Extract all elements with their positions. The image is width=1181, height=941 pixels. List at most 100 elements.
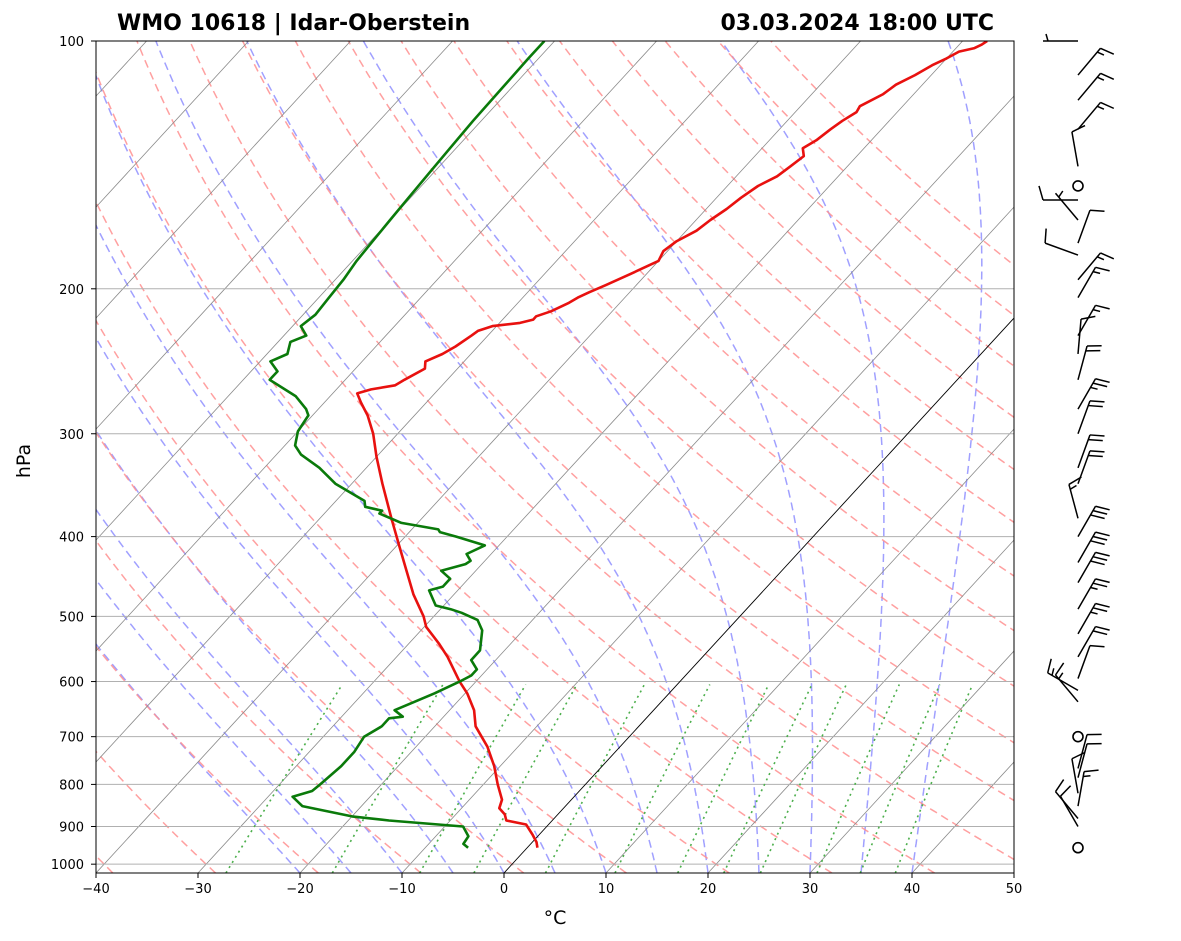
dry-adiabat-70 <box>294 41 1014 744</box>
wind-barb <box>1059 785 1079 827</box>
wind-barb <box>1077 602 1110 635</box>
y-axis-label: hPa <box>13 444 35 478</box>
wind-barb <box>1068 476 1082 519</box>
x-tick-label: −20 <box>286 882 313 897</box>
dry-adiabats <box>0 41 1014 873</box>
mixing-ratio-36 <box>859 684 941 873</box>
wind-barb <box>1077 625 1110 658</box>
wind-barb <box>1077 47 1115 76</box>
mixing-ratio-16 <box>723 684 813 873</box>
moist-adiabat--20 <box>96 642 301 873</box>
dry-adiabat--30 <box>96 750 217 873</box>
y-tick-label: 500 <box>59 610 84 625</box>
x-tick-label: 20 <box>700 882 717 897</box>
dry-adiabat--10 <box>96 539 422 873</box>
wind-barb <box>1077 101 1115 130</box>
wind-barb <box>1077 434 1105 469</box>
mixing-ratio-2 <box>418 684 527 873</box>
x-tick-label: −40 <box>82 882 109 897</box>
mixing-ratio-0.4 <box>225 684 343 873</box>
y-tick-label: 300 <box>59 428 84 443</box>
dry-adiabat-120 <box>559 41 1014 471</box>
isotherm--40 <box>96 41 861 873</box>
wind-barb <box>1044 228 1079 256</box>
wind-barb <box>1077 345 1102 381</box>
x-tick-label: −10 <box>388 882 415 897</box>
wind-barb <box>1077 644 1105 679</box>
dry-adiabat-140 <box>664 41 1014 368</box>
x-tick-label: 0 <box>500 882 508 897</box>
x-tick-label: 50 <box>1006 882 1023 897</box>
isotherm-20 <box>707 539 1014 873</box>
y-tick-label: 700 <box>59 731 84 746</box>
wind-barb <box>1077 378 1110 410</box>
dry-adiabat-80 <box>347 41 1014 688</box>
isotherm-10 <box>605 428 1014 873</box>
moist-adiabat--10 <box>96 508 403 873</box>
dry-adiabat-110 <box>506 41 1014 524</box>
isotherm--80 <box>96 41 453 430</box>
isotherm--30 <box>197 41 963 873</box>
mixing-ratio-20 <box>759 684 848 873</box>
wind-barb <box>1038 185 1078 201</box>
wind-barb <box>1077 209 1105 244</box>
wind-barb <box>1077 551 1110 584</box>
wind-barb <box>1077 733 1102 769</box>
isotherm--60 <box>96 41 657 652</box>
dry-adiabat-50 <box>189 41 1014 861</box>
wind-barb <box>1046 658 1079 692</box>
wind-barb <box>1071 751 1086 794</box>
wind-barb <box>1071 124 1086 167</box>
wind-barb <box>1077 400 1105 435</box>
dry-adiabat-60 <box>241 41 1014 802</box>
moist-adiabat-40 <box>911 41 983 873</box>
x-tick-label: 30 <box>802 882 819 897</box>
wind-barb <box>1077 769 1099 807</box>
moist-adiabat--5 <box>96 429 454 873</box>
isotherms <box>96 41 1014 873</box>
moist-adiabat-25 <box>362 41 760 873</box>
isotherm--10 <box>401 206 1014 873</box>
mixing-ratio-28 <box>816 684 901 873</box>
y-tick-label: 200 <box>59 283 84 298</box>
mixing-ratio-5 <box>544 684 646 873</box>
moist-adiabat-15 <box>155 41 658 873</box>
wind-barb <box>1077 505 1110 537</box>
moist-adiabat-0 <box>96 336 505 873</box>
x-tick-label: 40 <box>904 882 921 897</box>
dry-adiabat-100 <box>453 41 1014 577</box>
isotherm--70 <box>96 41 555 541</box>
dry-adiabat-10 <box>96 319 627 873</box>
wind-barb <box>1054 190 1079 221</box>
moist-adiabat-5 <box>96 223 556 873</box>
isotherm-40 <box>911 761 1014 873</box>
x-axis-ticks: −40 −30 −20 −10 0 10 20 30 40 50 <box>82 873 1022 897</box>
mixing-ratio-lines <box>225 684 974 873</box>
y-tick-label: 1000 <box>51 858 84 873</box>
isotherm-50 <box>1013 872 1014 873</box>
dry-adiabat--20 <box>96 645 319 873</box>
x-tick-label: 10 <box>598 882 615 897</box>
wind-barb <box>1077 578 1110 610</box>
y-tick-label: 400 <box>59 531 84 546</box>
wind-barb <box>1077 72 1115 101</box>
chart-title-right: 03.03.2024 18:00 UTC <box>720 11 994 36</box>
dry-adiabat-0 <box>96 431 525 873</box>
y-axis-ticks: 1000 900 800 700 600 500 400 300 200 100 <box>51 35 96 873</box>
temperature-line <box>355 41 988 848</box>
x-axis-label: °C <box>544 907 567 929</box>
y-tick-label: 100 <box>59 35 84 50</box>
moist-adiabat-10 <box>96 73 607 873</box>
dry-adiabat--50 <box>0 41 10 873</box>
mixing-ratio-44 <box>894 684 974 873</box>
zero-isotherm <box>503 317 1014 873</box>
dewpoint-line <box>268 41 546 849</box>
wind-barbs <box>1038 33 1115 854</box>
dry-adiabat-20 <box>96 200 730 873</box>
dry-adiabat-130 <box>611 41 1014 419</box>
isotherm-30 <box>809 650 1014 873</box>
isotherm-0 <box>503 317 1014 873</box>
wind-barb <box>1077 450 1105 484</box>
mixing-ratio-3 <box>473 684 578 873</box>
